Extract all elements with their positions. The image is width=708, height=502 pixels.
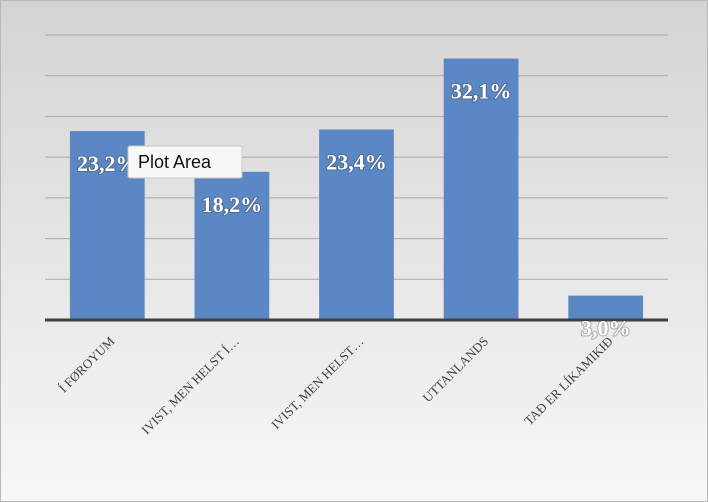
- value-label: 32,1%: [451, 79, 512, 104]
- bar: [319, 129, 394, 320]
- value-label: 23,4%: [326, 149, 387, 174]
- value-label: 18,2%: [202, 192, 263, 217]
- bar: [194, 171, 270, 320]
- bar: [443, 58, 519, 320]
- tooltip-box: [127, 145, 243, 179]
- bar: [568, 295, 644, 320]
- tooltip-text: Plot Area: [138, 152, 212, 172]
- tooltip: Plot Area: [127, 145, 243, 179]
- value-label: 3,0%: [581, 316, 631, 341]
